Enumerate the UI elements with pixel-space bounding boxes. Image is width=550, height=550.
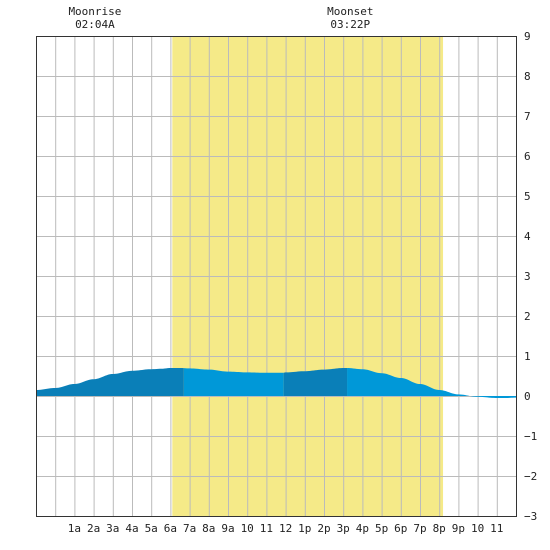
x-tick-label: 3p [337, 522, 350, 535]
y-tick-label: 2 [524, 310, 531, 323]
x-tick-label: 9a [221, 522, 234, 535]
tide-area-layer [36, 368, 516, 398]
moon-event-time: 03:22P [330, 18, 370, 31]
x-tick-label: 2a [87, 522, 100, 535]
x-tick-label: 9p [452, 522, 465, 535]
y-tick-label: 9 [524, 30, 531, 43]
x-tick-label: 6p [394, 522, 407, 535]
y-tick-label: 1 [524, 350, 531, 363]
x-tick-label: 8a [202, 522, 215, 535]
x-tick-label: 1a [68, 522, 81, 535]
axis-layer [36, 36, 517, 517]
y-tick-label: −1 [524, 430, 537, 443]
tide-area-segment [183, 368, 284, 396]
moon-event-time: 02:04A [75, 18, 115, 31]
y-tick-label: 7 [524, 110, 531, 123]
x-tick-label: 1p [298, 522, 311, 535]
x-tick-label: 11 [490, 522, 503, 535]
y-tick-label: −2 [524, 470, 537, 483]
y-tick-label: −3 [524, 510, 537, 523]
x-tick-label: 4p [356, 522, 369, 535]
x-tick-label: 4a [125, 522, 138, 535]
tide-area-segment [36, 368, 184, 396]
x-tick-label: 11 [260, 522, 273, 535]
x-tick-label: 2p [317, 522, 330, 535]
tide-area-segment [347, 368, 516, 398]
x-tick-label: 5a [145, 522, 158, 535]
y-tick-label: 5 [524, 190, 531, 203]
x-tick-label: 3a [106, 522, 119, 535]
y-tick-label: 0 [524, 390, 531, 403]
y-tick-label: 6 [524, 150, 531, 163]
y-tick-label: 3 [524, 270, 531, 283]
tide-area-segment [283, 368, 348, 396]
y-tick-label: 8 [524, 70, 531, 83]
moon-event-name: Moonrise [68, 5, 121, 18]
x-tick-label: 7a [183, 522, 196, 535]
x-tick-label: 8p [433, 522, 446, 535]
x-tick-label: 7p [413, 522, 426, 535]
x-tick-label: 10 [241, 522, 254, 535]
x-tick-label: 12 [279, 522, 292, 535]
moon-event-name: Moonset [327, 5, 373, 18]
x-tick-label: 6a [164, 522, 177, 535]
x-tick-label: 10 [471, 522, 484, 535]
x-tick-label: 5p [375, 522, 388, 535]
plot-frame [36, 36, 517, 517]
y-tick-label: 4 [524, 230, 531, 243]
